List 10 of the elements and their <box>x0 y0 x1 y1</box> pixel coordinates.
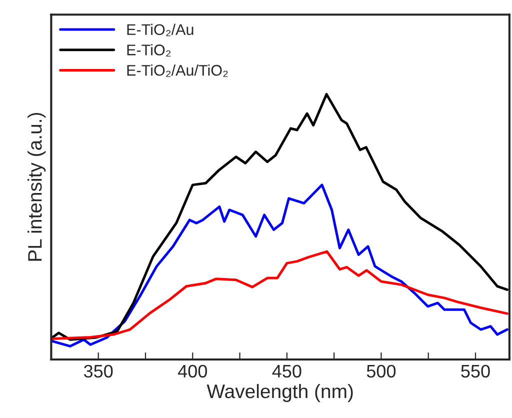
legend-label: E-TiO₂/Au <box>127 24 194 36</box>
legend-label: E-TiO₂/Au/TiO₂ <box>127 64 228 77</box>
y-axis-title: PL intensity (a.u.) <box>28 112 46 261</box>
x-axis-title: Wavelength (nm) <box>206 384 353 402</box>
x-tick-label: 400 <box>178 364 207 378</box>
legend-label: E-TiO₂ <box>127 44 171 57</box>
x-tick-label: 350 <box>84 364 113 378</box>
x-tick-label: 500 <box>366 364 396 378</box>
x-tick-label: 450 <box>272 364 302 378</box>
x-tick-label: 550 <box>461 364 490 378</box>
